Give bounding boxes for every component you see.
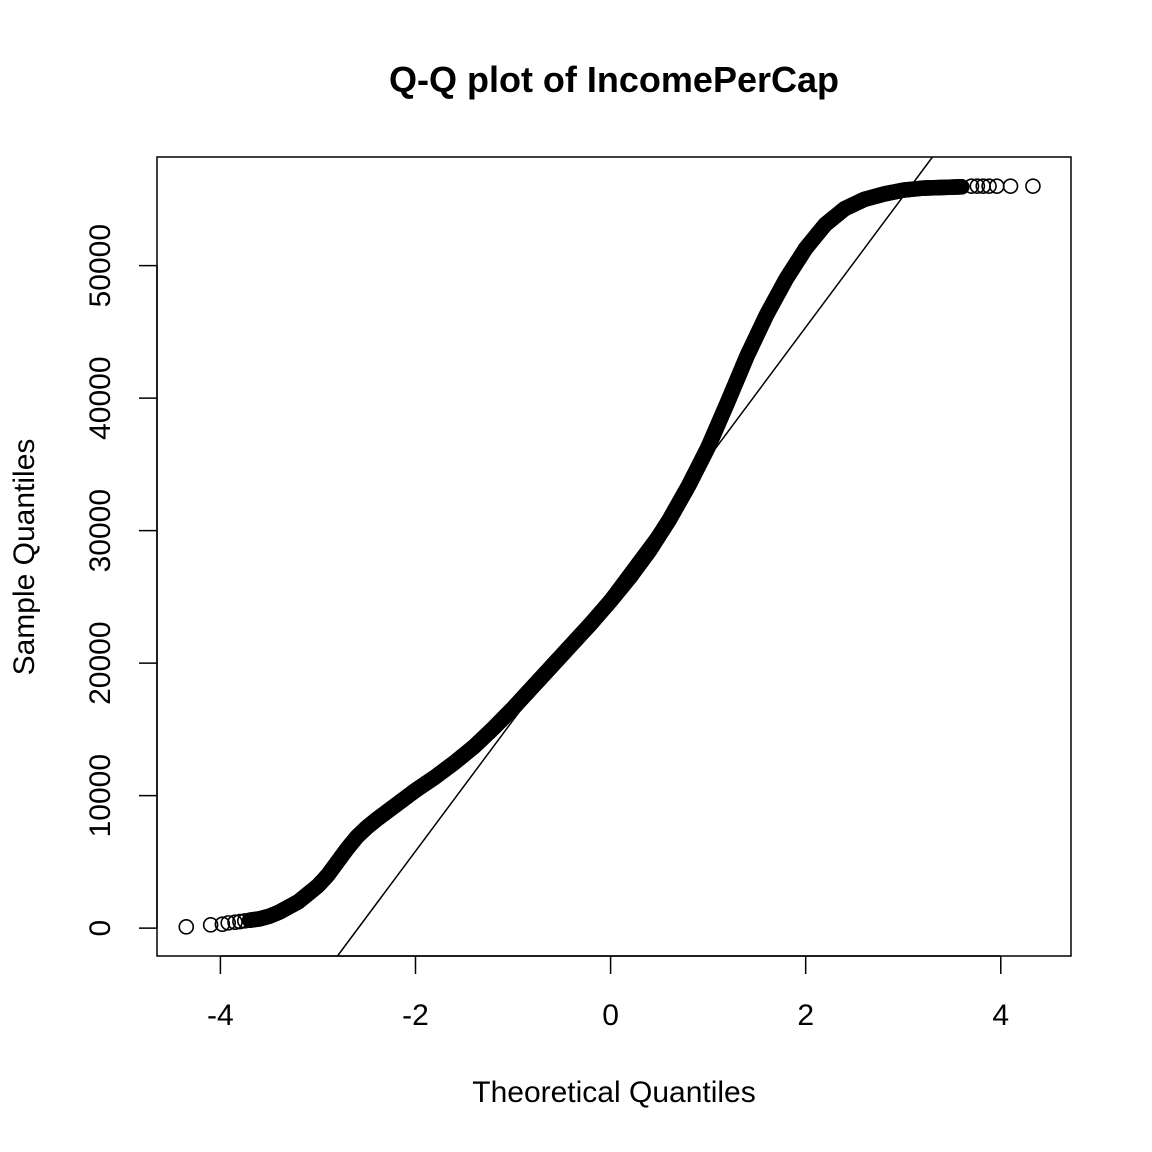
reference-line [336,156,934,957]
qq-point [963,178,980,194]
y-tick-label: 30000 [84,489,117,572]
y-axis: 0 10000 20000 30000 40000 50000 [84,224,158,937]
qq-point [953,179,970,195]
qq-point [227,914,243,931]
sample-points [178,178,1041,935]
chart-title: Q-Q plot of IncomePerCap [389,59,839,100]
y-axis-label: Sample Quantiles [8,439,41,676]
qq-point [214,916,231,932]
x-tick-label: 4 [992,999,1009,1032]
plot-frame [156,156,1072,957]
x-tick-label: -2 [402,999,429,1032]
qq-point [969,178,986,194]
y-tick-label: 50000 [84,224,117,307]
plot-area [178,156,1041,957]
x-tick-label: 2 [797,999,814,1032]
x-tick-label: -4 [207,999,234,1032]
qq-point [220,915,237,931]
qq-point [1025,178,1041,194]
x-tick-label: 0 [602,999,619,1032]
y-tick-label: 10000 [84,754,117,837]
y-tick-label: 40000 [84,356,117,439]
x-axis: -4 -2 0 2 4 [207,955,1009,1032]
x-axis-label: Theoretical Quantiles [472,1076,755,1109]
y-tick-label: 20000 [84,621,117,704]
qq-point [178,919,195,935]
qq-point [989,178,1005,194]
y-tick-label: 0 [84,920,117,937]
qq-point [202,917,219,933]
qq-point [1002,178,1019,194]
qq-point [981,178,997,194]
